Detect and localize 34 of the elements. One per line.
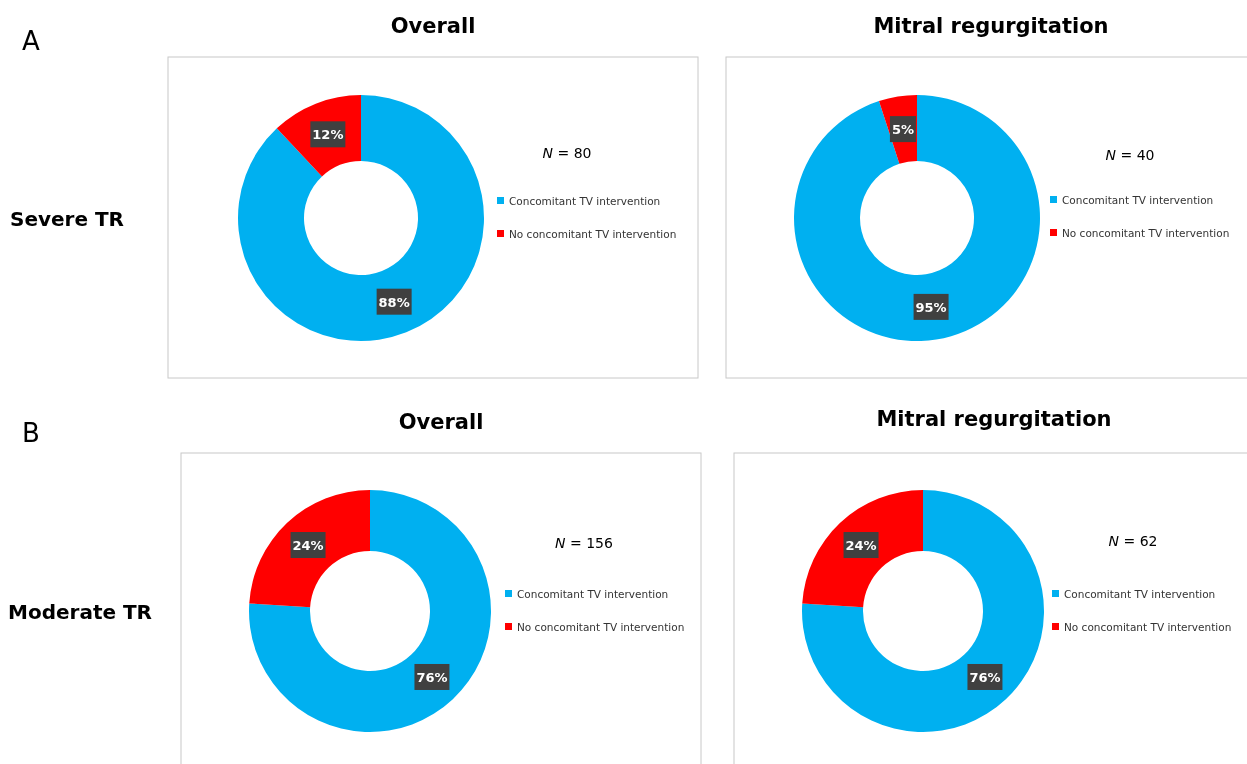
chart-title: Overall (398, 410, 484, 434)
text: Severe TR (10, 207, 125, 231)
text: N = 40 (1105, 147, 1155, 163)
text: A (22, 26, 40, 56)
donut-slice (802, 490, 923, 608)
data-label: 24% (292, 538, 324, 554)
chart-title: Overall (390, 14, 476, 38)
chart-title: Mitral regurgitation (873, 14, 1109, 38)
data-label: 76% (416, 669, 448, 685)
donut-slice (802, 490, 1044, 732)
data-label: 24% (845, 538, 877, 554)
text: B (22, 418, 40, 448)
legend-label: No concomitant TV intervention (1062, 227, 1230, 239)
text: N = 62 (1108, 533, 1158, 549)
data-label: 95% (915, 299, 947, 315)
data-label: 88% (378, 294, 410, 310)
legend-label: No concomitant TV intervention (517, 621, 685, 633)
data-label: 5% (891, 122, 914, 138)
legend-label: Concomitant TV intervention (509, 195, 661, 207)
legend-label: Concomitant TV intervention (1062, 194, 1214, 206)
text: Moderate TR (8, 600, 153, 624)
legend-label: No concomitant TV intervention (509, 228, 677, 240)
chart-title: Mitral regurgitation (876, 407, 1112, 431)
donut-slice (249, 490, 370, 608)
donut-slice (249, 490, 491, 732)
legend-label: No concomitant TV intervention (1064, 621, 1232, 633)
donut-slice (794, 95, 1040, 341)
legend-label: Concomitant TV intervention (517, 588, 669, 600)
text: N = 156 (555, 535, 614, 551)
data-label: 76% (969, 669, 1001, 685)
legend-label: Concomitant TV intervention (1064, 588, 1216, 600)
donut-slice (238, 95, 484, 341)
text: N = 80 (542, 145, 592, 161)
data-label: 12% (312, 127, 344, 143)
